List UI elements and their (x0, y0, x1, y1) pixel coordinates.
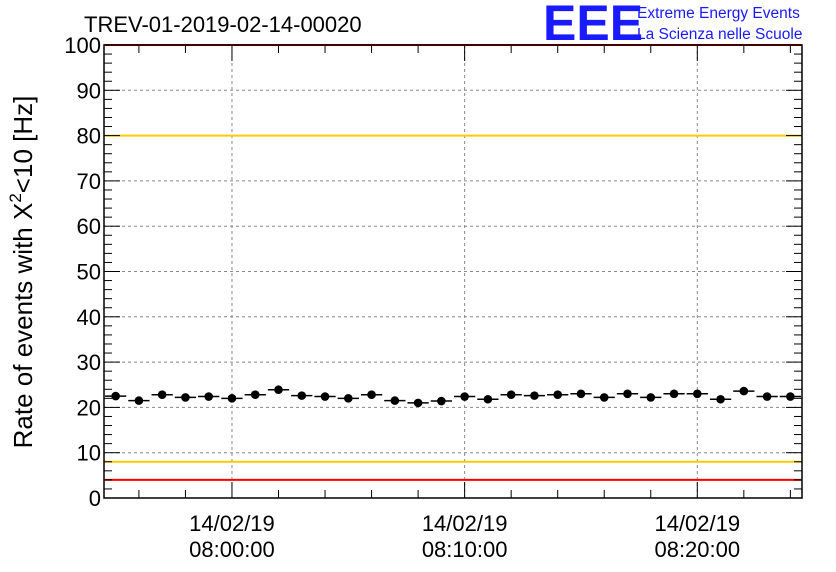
point-marker (599, 393, 609, 402)
point-marker (344, 394, 353, 403)
point-marker (460, 392, 469, 401)
data-point (337, 394, 359, 403)
axes (103, 44, 803, 499)
data-point (709, 394, 732, 404)
point-marker (669, 389, 679, 399)
y-axis-label: Rate of events with X2<10 [Hz] (6, 96, 38, 449)
data-point (616, 389, 639, 399)
y-tick-label: 30 (77, 350, 101, 375)
data-point (407, 398, 429, 408)
logo-line-1: Extreme Energy Events (637, 5, 800, 22)
y-axis-label-main: Rate of events with X (8, 203, 38, 449)
x-tick-date: 14/02/19 (654, 511, 740, 536)
chart-title: TREV-01-2019-02-14-00020 (84, 12, 362, 37)
point-marker (646, 393, 656, 402)
y-tick-label: 70 (77, 169, 101, 194)
data-point (640, 393, 662, 402)
data-point (547, 390, 569, 400)
y-tick-label: 90 (77, 78, 101, 103)
y-tick-label: 80 (77, 124, 101, 149)
point-marker (576, 389, 586, 399)
data-point (454, 392, 476, 401)
data-point (198, 392, 220, 401)
point-marker (716, 394, 725, 404)
y-tick-label: 100 (64, 33, 101, 58)
data-points (105, 385, 801, 408)
data-point (128, 396, 150, 405)
y-axis-label-superscript: 2 (6, 193, 25, 202)
data-point (151, 390, 173, 400)
data-point (314, 392, 336, 401)
point-marker (530, 391, 539, 400)
point-marker (157, 390, 167, 400)
data-point (663, 389, 685, 399)
data-point (686, 389, 708, 399)
y-axis-label-tail: <10 [Hz] (8, 96, 38, 194)
point-marker (693, 389, 702, 399)
eee-logo: EEE Extreme Energy Events La Scienza nel… (543, 0, 802, 51)
point-marker (413, 398, 423, 408)
point-marker (483, 394, 493, 404)
x-tick-date: 14/02/19 (422, 511, 508, 536)
data-point (267, 385, 290, 395)
point-marker (739, 386, 749, 396)
data-point (779, 392, 801, 401)
data-point (221, 394, 243, 403)
data-point (477, 394, 499, 404)
y-tick-label: 20 (77, 395, 101, 420)
point-marker (786, 392, 795, 401)
grid (104, 45, 802, 498)
point-marker (250, 390, 260, 400)
x-tick-labels: 14/02/1908:00:0014/02/1908:10:0014/02/19… (189, 511, 740, 562)
data-point (523, 391, 546, 400)
point-marker (320, 392, 330, 401)
point-marker (553, 390, 562, 400)
logo-line-2: La Scienza nelle Scuole (637, 26, 802, 43)
point-marker (506, 390, 516, 400)
point-marker (390, 396, 400, 405)
data-point (500, 390, 522, 400)
data-point (360, 390, 383, 400)
data-point (174, 393, 197, 402)
data-point (570, 389, 592, 399)
data-point (756, 392, 778, 401)
point-marker (297, 391, 307, 400)
data-point (384, 396, 406, 405)
y-tick-labels: 0 10 20 30 40 50 60 70 80 90 100 (64, 33, 101, 511)
y-tick-label: 10 (77, 441, 101, 466)
point-marker (762, 392, 772, 401)
data-point (733, 386, 755, 396)
y-tick-label: 50 (77, 260, 101, 285)
x-tick-time: 08:00:00 (189, 537, 275, 562)
point-marker (274, 385, 283, 395)
y-tick-label: 40 (77, 305, 101, 330)
x-tick-time: 08:20:00 (654, 537, 740, 562)
point-marker (134, 396, 144, 405)
point-marker (623, 389, 632, 399)
x-tick-date: 14/02/19 (189, 511, 275, 536)
x-tick-time: 08:10:00 (422, 537, 508, 562)
point-marker (227, 394, 237, 403)
data-point (430, 396, 452, 406)
y-tick-label: 60 (77, 214, 101, 239)
y-tick-label: 0 (89, 486, 101, 511)
point-marker (111, 391, 120, 401)
data-point (291, 391, 313, 400)
data-point (244, 390, 266, 400)
point-marker (204, 392, 213, 401)
point-marker (437, 396, 446, 406)
point-marker (181, 393, 190, 402)
logo-mark: EEE (543, 0, 643, 51)
data-point (105, 391, 127, 401)
point-marker (367, 390, 376, 400)
data-point (593, 393, 615, 402)
